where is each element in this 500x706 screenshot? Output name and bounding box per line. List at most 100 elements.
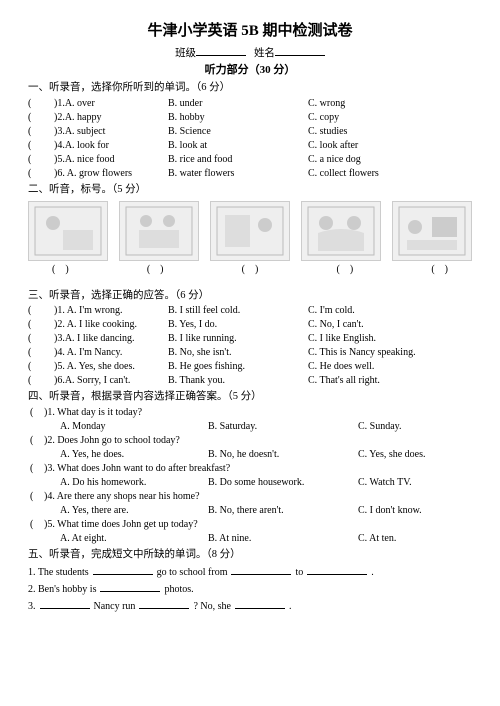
section1-title: 一、听录音，选择你所听到的单词。（6 分） (28, 81, 472, 95)
fill-line-1: 1. The students go to school from to . (28, 564, 472, 579)
option-c: C. collect flowers (308, 167, 379, 180)
listening-image-4 (301, 201, 381, 261)
answer-paren[interactable]: ( (28, 462, 44, 475)
section4-title: 四、听录音，根据录音内容选择正确答案。（5 分） (28, 390, 472, 404)
answer-paren[interactable]: ( (28, 167, 38, 180)
option-b: B. Do some housework. (208, 476, 358, 489)
option-c: C. He does well. (308, 360, 374, 373)
question-row: ()5. What time does John get up today? (28, 518, 472, 531)
option-b: B. Thank you. (168, 374, 308, 387)
name-blank[interactable] (275, 45, 325, 56)
mc-row: ()1.A. overB. underC. wrong (28, 97, 472, 110)
mc-row: ()3.A. subjectB. ScienceC. studies (28, 125, 472, 138)
option-a: )1. A. I'm wrong. (38, 304, 168, 317)
option-c: C. At ten. (358, 532, 396, 545)
mc-row: ()4.A. look forB. look atC. look after (28, 139, 472, 152)
option-c: C. Sunday. (358, 420, 402, 433)
fill-blank[interactable] (307, 564, 367, 575)
option-b: B. Science (168, 125, 308, 138)
answer-paren[interactable]: ( (28, 346, 38, 359)
class-label: 班级 (175, 48, 196, 59)
fill-blank[interactable] (40, 598, 90, 609)
mc-row: ()2.A. happyB. hobbyC. copy (28, 111, 472, 124)
options-row: A. At eight.B. At nine.C. At ten. (28, 532, 472, 545)
paren-slot[interactable]: ( ) (431, 263, 448, 276)
option-c: C. I don't know. (358, 504, 422, 517)
option-b: B. Saturday. (208, 420, 358, 433)
fill-line-3: 3. Nancy run ? No, she . (28, 598, 472, 613)
answer-paren[interactable]: ( (28, 139, 38, 152)
fill-text: to (295, 566, 303, 579)
question-text: )5. What time does John get up today? (44, 518, 198, 531)
option-c: C. That's all right. (308, 374, 380, 387)
fill-blank[interactable] (93, 564, 153, 575)
fill-text: photos. (164, 583, 193, 596)
answer-paren[interactable]: ( (28, 434, 44, 447)
option-c: C. This is Nancy speaking. (308, 346, 416, 359)
fill-text: 1. The students (28, 566, 89, 579)
mc-row: ()6.A. Sorry, I can't.B. Thank you.C. Th… (28, 374, 472, 387)
option-c: C. copy (308, 111, 339, 124)
exam-title: 牛津小学英语 5B 期中检测试卷 (28, 22, 472, 42)
answer-paren[interactable]: ( (28, 111, 38, 124)
question-text: )3. What does John want to do after brea… (44, 462, 230, 475)
fill-blank[interactable] (100, 581, 160, 592)
answer-paren[interactable]: ( (28, 360, 38, 373)
option-a: A. Yes, there are. (60, 504, 208, 517)
paren-slot[interactable]: ( ) (336, 263, 353, 276)
answer-paren[interactable]: ( (28, 153, 38, 166)
answer-paren[interactable]: ( (28, 125, 38, 138)
option-b: B. No, she isn't. (168, 346, 308, 359)
answer-paren[interactable]: ( (28, 318, 38, 331)
option-b: B. At nine. (208, 532, 358, 545)
option-a: )5. A. Yes, she does. (38, 360, 168, 373)
options-row: A. Yes, there are.B. No, there aren't.C.… (28, 504, 472, 517)
listening-image-1 (28, 201, 108, 261)
option-b: B. under (168, 97, 308, 110)
option-a: A. Do his homework. (60, 476, 208, 489)
answer-paren[interactable]: ( (28, 332, 38, 345)
option-c: C. Watch TV. (358, 476, 412, 489)
answer-paren[interactable]: ( (28, 374, 38, 387)
answer-paren[interactable]: ( (28, 97, 38, 110)
paren-slot[interactable]: ( ) (242, 263, 259, 276)
mc-row: ()3.A. I like dancing.B. I like running.… (28, 332, 472, 345)
fill-text: 2. Ben's hobby is (28, 583, 96, 596)
option-b: B. No, there aren't. (208, 504, 358, 517)
mc-row: ()5.A. nice foodB. rice and foodC. a nic… (28, 153, 472, 166)
option-a: )5.A. nice food (38, 153, 168, 166)
mc-row: ()2. A. I like cooking.B. Yes, I do.C. N… (28, 318, 472, 331)
name-label: 姓名 (254, 48, 275, 59)
fill-text: 3. (28, 600, 36, 613)
paren-slot[interactable]: ( ) (147, 263, 164, 276)
section5-title: 五、听录音，完成短文中所缺的单词。（8 分） (28, 548, 472, 562)
option-b: B. I still feel cold. (168, 304, 308, 317)
option-c: C. Yes, she does. (358, 448, 426, 461)
options-row: A. Do his homework.B. Do some housework.… (28, 476, 472, 489)
fill-blank[interactable] (235, 598, 285, 609)
option-b: B. No, he doesn't. (208, 448, 358, 461)
fill-line-2: 2. Ben's hobby is photos. (28, 581, 472, 596)
fill-blank[interactable] (139, 598, 189, 609)
answer-paren[interactable]: ( (28, 406, 44, 419)
mc-row: ()5. A. Yes, she does.B. He goes fishing… (28, 360, 472, 373)
mc-row: ()4. A. I'm Nancy.B. No, she isn't.C. Th… (28, 346, 472, 359)
option-a: A. Yes, he does. (60, 448, 208, 461)
option-b: B. rice and food (168, 153, 308, 166)
option-b: B. Yes, I do. (168, 318, 308, 331)
answer-paren[interactable]: ( (28, 304, 38, 317)
class-blank[interactable] (196, 45, 246, 56)
answer-paren[interactable]: ( (28, 490, 44, 503)
paren-slot[interactable]: ( ) (52, 263, 69, 276)
option-c: C. I'm cold. (308, 304, 355, 317)
listening-header: 听力部分（30 分） (28, 63, 472, 77)
option-a: )3.A. I like dancing. (38, 332, 168, 345)
option-a: )3.A. subject (38, 125, 168, 138)
answer-paren[interactable]: ( (28, 518, 44, 531)
options-row: A. MondayB. Saturday.C. Sunday. (28, 420, 472, 433)
fill-blank[interactable] (231, 564, 291, 575)
fill-text: . (371, 566, 374, 579)
option-a: )6.A. Sorry, I can't. (38, 374, 168, 387)
option-c: C. look after (308, 139, 358, 152)
student-info: 班级 姓名 (28, 45, 472, 61)
